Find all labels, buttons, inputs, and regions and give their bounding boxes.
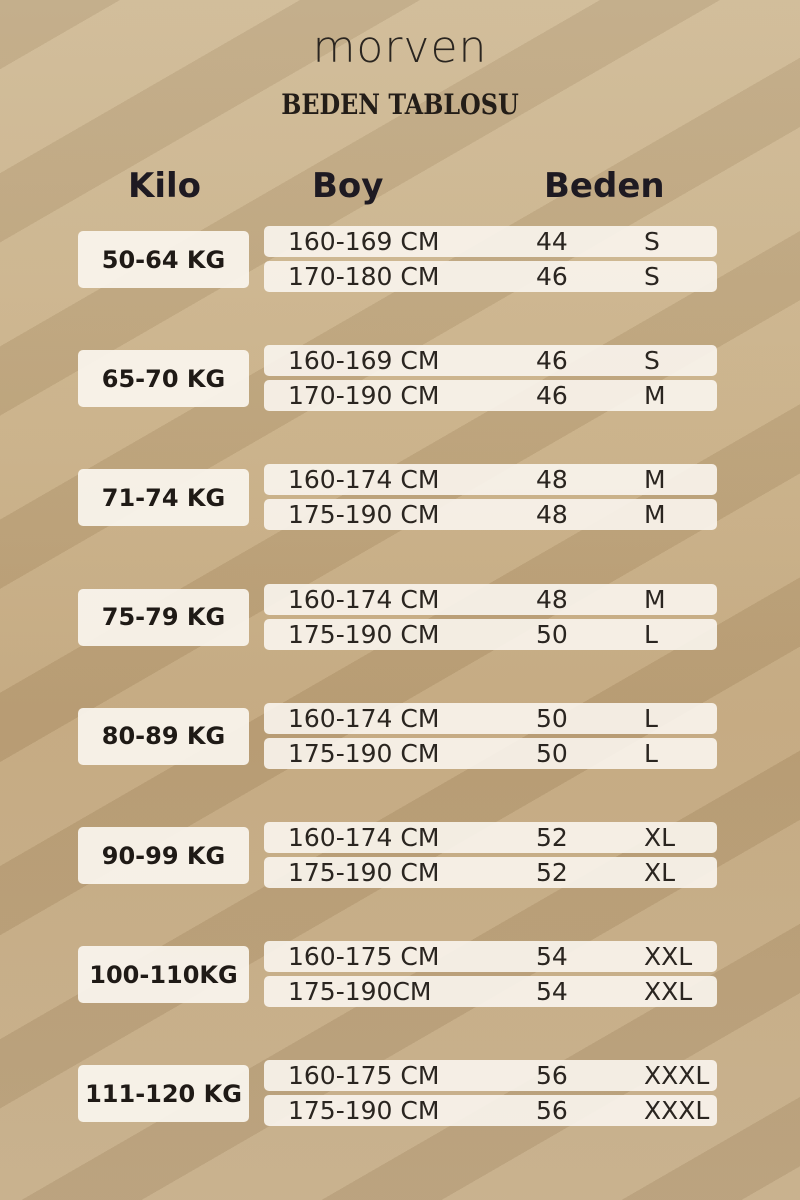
header-kilo: Kilo [128,166,202,206]
size-row: 175-190 CM 48 M [264,499,717,531]
size-row: 160-174 CM 48 M [264,583,717,615]
height-range: 160-175 CM [288,1061,440,1091]
size-number: 44 [536,227,568,256]
size-letter: L [644,738,658,768]
size-row: 175-190 CM 50 L [264,618,717,650]
size-row: 160-169 CM 46 S [264,345,717,377]
size-letter: M [644,381,666,411]
size-group: 65-70 KG 160-169 CM 46 S 170-190 CM 46 M [0,345,800,415]
kilo-range: 90-99 KG [78,827,249,884]
kilo-range: 80-89 KG [78,707,249,765]
height-range: 170-190 CM [288,381,440,411]
size-number: 48 [536,500,568,530]
size-number: 52 [536,823,568,852]
kilo-range: 75-79 KG [78,588,249,646]
size-letter: XXXL [644,1061,710,1091]
size-number: 48 [536,465,568,495]
size-number: 54 [536,942,568,972]
size-row: 160-169 CM 44 S [264,226,717,257]
height-range: 175-190 CM [288,738,440,768]
kilo-range: 50-64 KG [78,231,249,288]
size-letter: XXL [644,942,693,972]
size-row: 170-180 CM 46 S [264,261,717,292]
height-range: 175-190CM [288,977,432,1007]
height-range: 170-180 CM [288,262,440,291]
size-group: 111-120 KG 160-175 CM 56 XXXL 175-190 CM 56 XX… [0,1060,800,1130]
size-letter: XXL [644,977,693,1007]
size-row: 160-174 CM 50 L [264,702,717,734]
size-group: 80-89 KG 160-174 CM 50 L 175-190 CM 50 L [0,702,800,773]
size-letter: M [644,465,666,495]
size-letter: M [644,500,666,530]
height-range: 160-175 CM [288,942,440,972]
kilo-range: 71-74 KG [78,469,249,527]
kilo-range: 111-120 KG [78,1065,249,1123]
size-row: 175-190 CM 50 L [264,737,717,769]
height-range: 175-190 CM [288,500,440,530]
size-group: 71-74 KG 160-174 CM 48 M 175-190 CM 48 M [0,464,800,534]
size-row: 175-190 CM 52 XL [264,857,717,888]
size-row: 160-175 CM 56 XXXL [264,1060,717,1092]
size-number: 46 [536,381,568,411]
size-letter: L [644,703,658,733]
size-number: 54 [536,977,568,1007]
height-range: 160-174 CM [288,703,440,733]
size-number: 50 [536,619,568,649]
height-range: 160-174 CM [288,584,440,614]
size-number: 56 [536,1061,568,1091]
size-letter: S [644,346,660,376]
size-row: 160-175 CM 54 XXL [264,941,717,973]
height-range: 160-174 CM [288,823,440,852]
size-row: 175-190CM 54 XXL [264,976,717,1008]
size-number: 50 [536,738,568,768]
size-letter: XL [644,858,676,887]
height-range: 175-190 CM [288,858,440,887]
size-letter: XXXL [644,1096,710,1126]
kilo-range: 65-70 KG [78,350,249,408]
size-number: 46 [536,262,568,291]
size-letter: S [644,227,660,256]
size-letter: M [644,584,666,614]
size-number: 50 [536,703,568,733]
size-row: 160-174 CM 52 XL [264,822,717,853]
size-number: 56 [536,1096,568,1126]
header-boy: Boy [312,166,384,206]
page-title: BEDEN TABLOSU [281,88,519,121]
size-row: 170-190 CM 46 M [264,380,717,412]
height-range: 160-174 CM [288,465,440,495]
header-beden: Beden [544,166,665,206]
size-row: 175-190 CM 56 XXXL [264,1095,717,1127]
kilo-range: 100-110KG [78,946,249,1004]
height-range: 160-169 CM [288,346,440,376]
size-letter: S [644,262,660,291]
brand-logo: morven [312,22,488,73]
size-letter: XL [644,823,676,852]
size-group: 50-64 KG 160-169 CM 44 S 170-180 CM 46 S [0,226,800,296]
size-group: 75-79 KG 160-174 CM 48 M 175-190 CM 50 L [0,583,800,654]
size-number: 46 [536,346,568,376]
height-range: 175-190 CM [288,1096,440,1126]
size-group: 90-99 KG 160-174 CM 52 XL 175-190 CM 52 XL [0,822,800,892]
height-range: 160-169 CM [288,227,440,256]
size-number: 52 [536,858,568,887]
height-range: 175-190 CM [288,619,440,649]
size-group: 100-110KG 160-175 CM 54 XXL 175-190CM 54 XXL [0,941,800,1011]
size-number: 48 [536,584,568,614]
size-letter: L [644,619,658,649]
size-row: 160-174 CM 48 M [264,464,717,496]
